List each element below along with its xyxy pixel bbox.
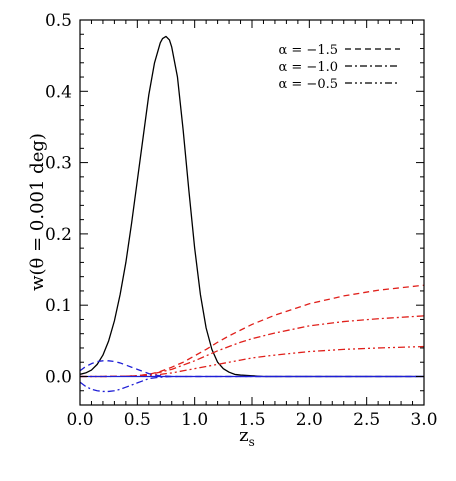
- legend-label: α = −1.0: [278, 60, 338, 75]
- y-tick-label: 0.3: [45, 154, 72, 174]
- y-axis: 0.0 0.1 0.2 0.3 0.4 0.5: [45, 11, 424, 392]
- x-tick-label: 3.0: [410, 410, 437, 430]
- series-layer: [80, 35, 424, 393]
- series-line-4: [80, 345, 424, 378]
- series-line-2: [80, 284, 424, 378]
- x-axis-title: zs: [239, 425, 255, 449]
- series-line-5: [80, 360, 424, 378]
- x-tick-label: 0.5: [124, 410, 151, 430]
- x-tick-label: 1.0: [181, 410, 208, 430]
- x-axis-title-main: z: [239, 425, 248, 446]
- y-tick-label: 0.1: [45, 296, 72, 316]
- x-tick-label: 0.0: [66, 410, 93, 430]
- series-line-6: [80, 375, 424, 393]
- y-axis-title: w(θ = 0.001 deg): [27, 133, 48, 291]
- y-tick-label: 0.2: [45, 225, 72, 245]
- legend: α = −1.5 α = −1.0 α = −0.5: [278, 43, 400, 92]
- legend-label: α = −1.5: [278, 43, 338, 58]
- x-tick-label: 1.5: [238, 410, 265, 430]
- x-axis-title-subscript: s: [249, 435, 255, 449]
- plot-frame: [79, 19, 425, 406]
- legend-label: α = −0.5: [278, 77, 338, 92]
- series-line-1: [80, 35, 424, 378]
- y-tick-label: 0.5: [45, 11, 72, 31]
- x-axis: 0.0 0.5 1.0 1.5 2.0 2.5 3.0: [66, 20, 438, 430]
- x-tick-label: 2.5: [353, 410, 380, 430]
- y-tick-label: 0.4: [45, 82, 72, 102]
- x-tick-label: 2.0: [296, 410, 323, 430]
- y-tick-label: 0.0: [45, 367, 72, 387]
